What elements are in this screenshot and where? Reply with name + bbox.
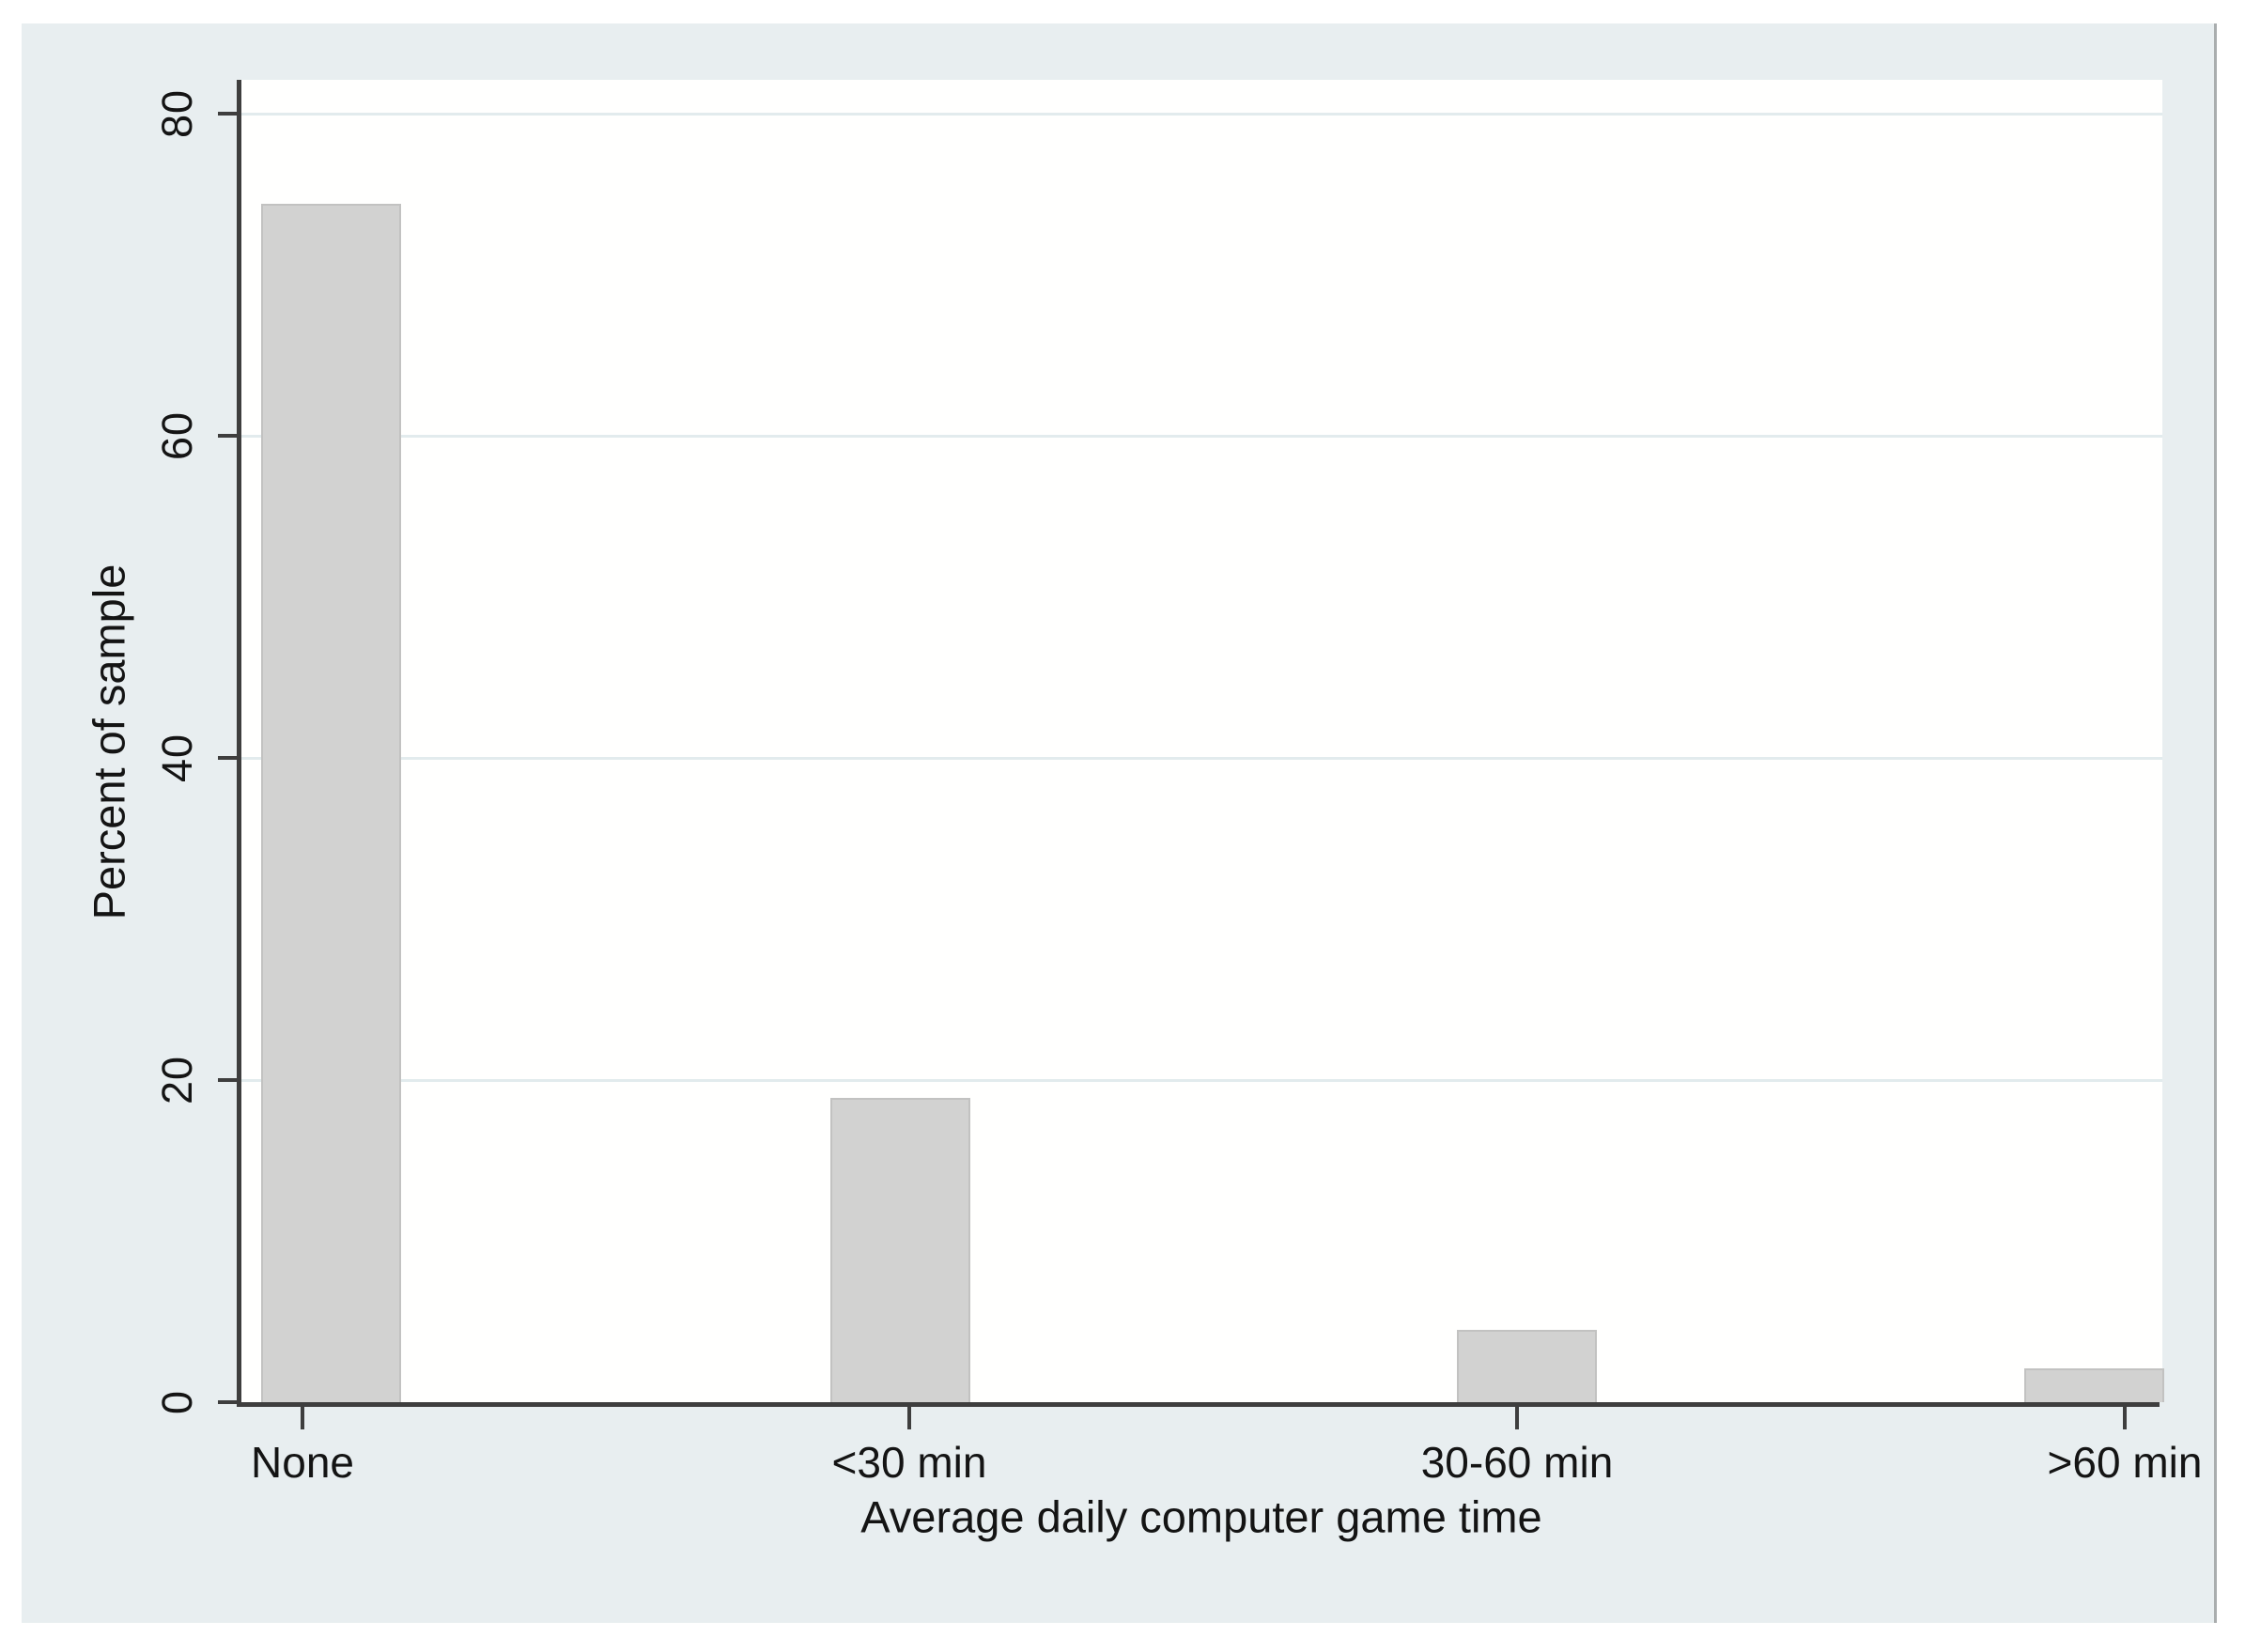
gridline bbox=[240, 757, 2162, 760]
x-tick-label: 30-60 min bbox=[1420, 1438, 1614, 1487]
x-axis-tick bbox=[2123, 1407, 2127, 1429]
gridline bbox=[240, 113, 2162, 116]
y-tick-label: 20 bbox=[153, 1055, 201, 1105]
bar-30-60-min bbox=[1456, 1330, 1597, 1402]
y-tick-label: 40 bbox=[153, 733, 201, 783]
y-axis-title: Percent of sample bbox=[84, 564, 134, 920]
y-axis-line bbox=[237, 80, 241, 1407]
x-axis-line bbox=[237, 1402, 2160, 1407]
x-axis-tick bbox=[1515, 1407, 1519, 1429]
bar-none bbox=[260, 204, 401, 1402]
y-axis-tick bbox=[218, 756, 240, 760]
gridline bbox=[240, 1079, 2162, 1082]
x-axis-tick bbox=[907, 1407, 911, 1429]
x-tick-label: >60 min bbox=[2047, 1438, 2203, 1487]
bar--30-min bbox=[829, 1098, 970, 1402]
y-axis-tick bbox=[218, 1078, 240, 1082]
gridline bbox=[240, 435, 2162, 438]
x-axis-title: Average daily computer game time bbox=[860, 1491, 1542, 1542]
x-axis-tick bbox=[301, 1407, 304, 1429]
x-tick-label: <30 min bbox=[831, 1438, 987, 1487]
y-axis-tick bbox=[218, 434, 240, 438]
y-tick-label: 0 bbox=[153, 1389, 201, 1415]
y-axis-tick bbox=[218, 112, 240, 116]
plot-area bbox=[240, 80, 2162, 1402]
x-tick-label: None bbox=[251, 1438, 354, 1487]
y-tick-label: 60 bbox=[153, 410, 201, 461]
bar--60-min bbox=[2023, 1368, 2164, 1402]
figure-background: 0 20 40 60 80 None <30 min 30-60 min >60 min Per… bbox=[22, 23, 2217, 1623]
y-tick-label: 80 bbox=[153, 88, 201, 139]
y-axis-tick bbox=[218, 1400, 240, 1404]
